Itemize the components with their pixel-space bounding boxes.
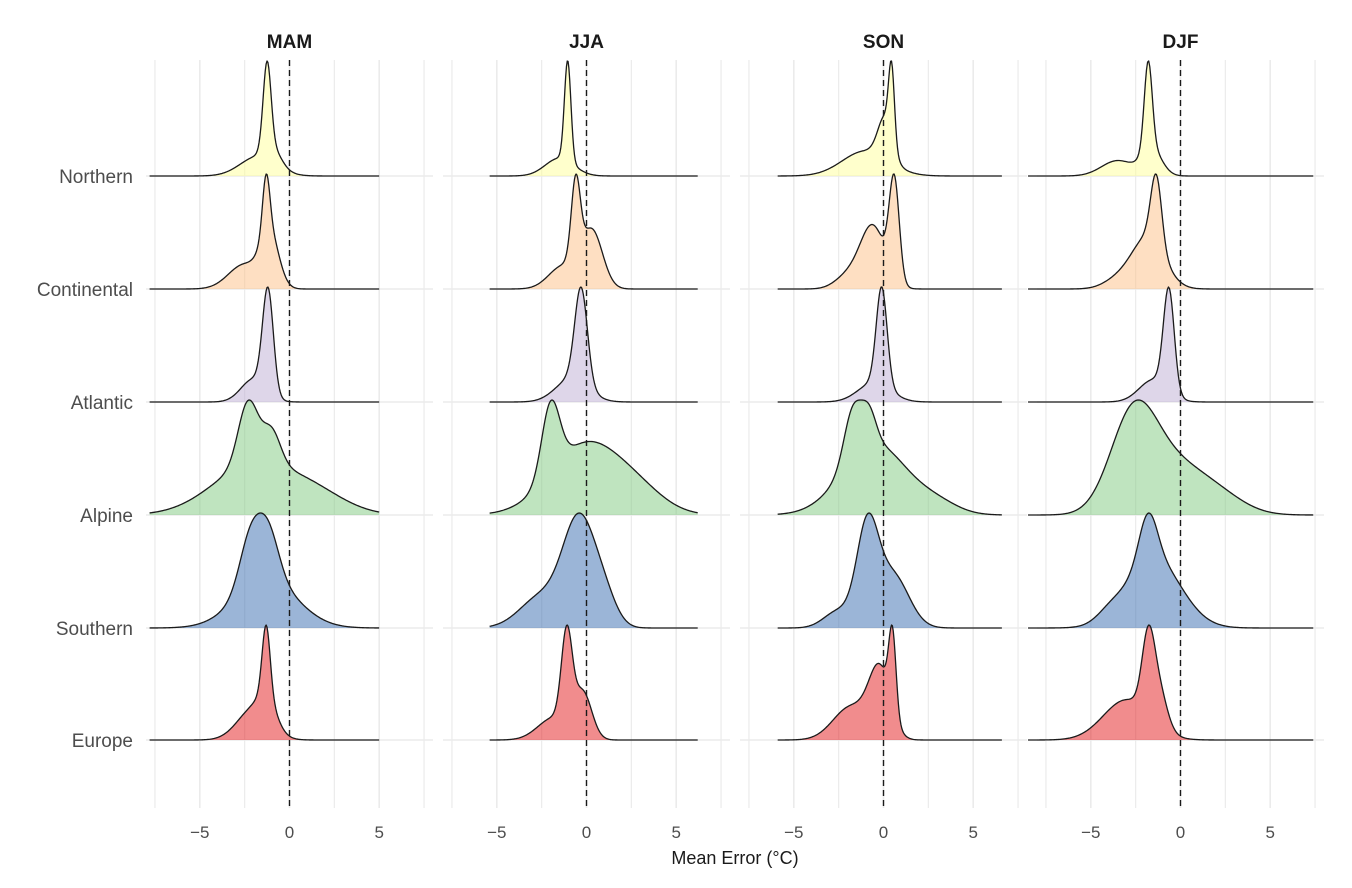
- row-label-alpine: Alpine: [80, 506, 133, 527]
- density-area-southern-djf: [1028, 513, 1314, 628]
- x-tick-label: −5: [190, 823, 209, 842]
- x-tick-label: 5: [968, 823, 977, 842]
- row-label-northern: Northern: [59, 167, 133, 188]
- density-outline-continental-mam: [149, 173, 380, 290]
- density-outline-southern-mam: [149, 512, 380, 629]
- density-area-continental-jja: [489, 174, 698, 289]
- density-outline-continental-djf: [1028, 173, 1314, 290]
- curve-layer: [149, 60, 1314, 741]
- text-layer: Northern Continental Atlantic Alpine Souther…: [37, 32, 1275, 842]
- density-area-alpine-son: [777, 400, 1002, 515]
- density-area-atlantic-jja: [489, 287, 698, 402]
- row-label-europe: Europe: [72, 731, 133, 752]
- row-label-atlantic: Atlantic: [71, 393, 133, 414]
- density-area-europe-son: [777, 625, 1002, 740]
- density-outline-continental-jja: [489, 173, 698, 290]
- density-area-atlantic-mam: [149, 287, 380, 402]
- density-outline-alpine-jja: [489, 399, 698, 514]
- density-outline-atlantic-djf: [1028, 286, 1314, 403]
- reference-line-layer: [288, 60, 1182, 808]
- row-label-continental: Continental: [37, 280, 133, 301]
- density-area-alpine-mam: [149, 400, 380, 515]
- panel-title-djf: DJF: [1163, 32, 1199, 53]
- density-outline-northern-son: [777, 60, 1002, 177]
- density-area-alpine-djf: [1028, 400, 1314, 515]
- x-tick-label: −5: [784, 823, 803, 842]
- x-tick-label: −5: [487, 823, 506, 842]
- density-area-atlantic-son: [777, 287, 1002, 402]
- x-tick-label: 0: [285, 823, 294, 842]
- x-tick-label: 0: [1176, 823, 1185, 842]
- density-outline-alpine-son: [777, 399, 1002, 516]
- density-area-southern-son: [777, 513, 1002, 628]
- density-area-northern-son: [777, 61, 1002, 176]
- density-outline-alpine-djf: [1028, 399, 1314, 516]
- row-label-southern: Southern: [56, 619, 133, 640]
- panel-title-jja: JJA: [569, 32, 604, 53]
- density-outline-southern-jja: [489, 512, 698, 629]
- density-area-atlantic-djf: [1028, 287, 1314, 402]
- density-outline-continental-son: [777, 173, 1002, 290]
- density-outline-northern-djf: [1028, 60, 1314, 177]
- density-area-northern-mam: [149, 61, 380, 176]
- x-tick-label: 5: [1265, 823, 1274, 842]
- density-outline-atlantic-son: [777, 286, 1002, 403]
- panel-title-mam: MAM: [267, 32, 312, 53]
- x-tick-label: 5: [374, 823, 383, 842]
- x-tick-label: 0: [582, 823, 591, 842]
- density-outline-alpine-mam: [149, 399, 380, 514]
- density-outline-europe-jja: [489, 624, 698, 741]
- density-area-europe-jja: [489, 625, 698, 740]
- density-outline-europe-son: [777, 624, 1002, 741]
- density-area-continental-son: [777, 174, 1002, 289]
- density-area-europe-mam: [149, 625, 380, 740]
- density-outline-europe-djf: [1028, 624, 1314, 741]
- density-outline-northern-mam: [149, 60, 380, 177]
- density-area-continental-mam: [149, 174, 380, 289]
- density-area-alpine-jja: [489, 400, 698, 515]
- panel-title-son: SON: [863, 32, 904, 53]
- density-outline-southern-djf: [1028, 512, 1314, 629]
- density-outline-atlantic-jja: [489, 286, 698, 403]
- x-tick-label: −5: [1081, 823, 1100, 842]
- density-area-northern-jja: [489, 61, 698, 176]
- density-outline-northern-jja: [489, 60, 698, 177]
- density-outline-southern-son: [777, 512, 1002, 629]
- x-tick-label: 5: [671, 823, 680, 842]
- density-area-southern-mam: [149, 513, 380, 628]
- x-axis-title: Mean Error (°C): [671, 848, 798, 868]
- density-area-southern-jja: [489, 513, 698, 628]
- x-tick-label: 0: [879, 823, 888, 842]
- density-outline-europe-mam: [149, 624, 380, 741]
- density-outline-atlantic-mam: [149, 286, 380, 403]
